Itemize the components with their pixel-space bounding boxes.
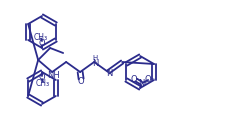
Text: CH₃: CH₃: [34, 33, 48, 41]
Text: +: +: [143, 81, 147, 86]
Text: O: O: [39, 72, 45, 82]
Text: O: O: [39, 39, 45, 48]
Text: N: N: [138, 78, 144, 87]
Text: CH₃: CH₃: [36, 78, 50, 87]
Text: O: O: [78, 76, 84, 86]
Text: NH: NH: [47, 71, 60, 81]
Text: O: O: [131, 74, 138, 84]
Text: O⁻: O⁻: [145, 75, 156, 85]
Text: N: N: [106, 69, 112, 77]
Text: H: H: [93, 55, 98, 61]
Text: N: N: [92, 58, 98, 68]
